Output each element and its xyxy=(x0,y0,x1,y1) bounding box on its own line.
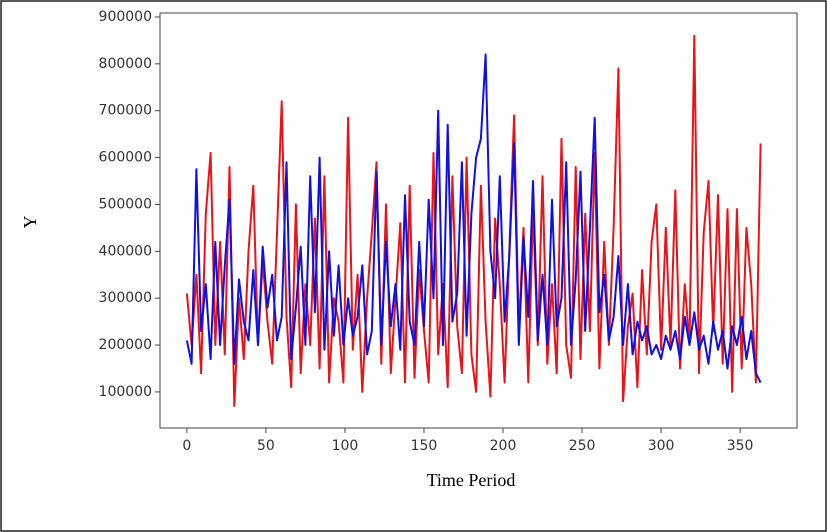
x-tick-label: 300 xyxy=(648,438,675,454)
x-axis-label: Time Period xyxy=(427,470,516,490)
y-tick-label: 600000 xyxy=(99,150,152,166)
y-tick-label: 400000 xyxy=(99,243,152,259)
x-tick-label: 350 xyxy=(727,438,754,454)
x-tick-label: 0 xyxy=(182,438,191,454)
y-tick-label: 500000 xyxy=(99,196,152,212)
y-tick-label: 100000 xyxy=(99,384,152,400)
plot-area xyxy=(159,12,798,429)
y-tick-label: 800000 xyxy=(99,56,152,72)
y-tick-label: 900000 xyxy=(99,9,152,25)
series-line xyxy=(185,53,762,383)
x-tick-label: 200 xyxy=(490,438,517,454)
x-tick-label: 250 xyxy=(569,438,596,454)
y-tick-label: 200000 xyxy=(99,337,152,353)
x-tick-label: 150 xyxy=(411,438,438,454)
series-line xyxy=(185,34,762,407)
x-tick-label: 50 xyxy=(257,438,275,454)
y-tick-label: 300000 xyxy=(99,290,152,306)
y-tick-label: 700000 xyxy=(99,103,152,119)
x-tick-label: 100 xyxy=(332,438,359,454)
y-axis-label: Y xyxy=(20,216,40,229)
